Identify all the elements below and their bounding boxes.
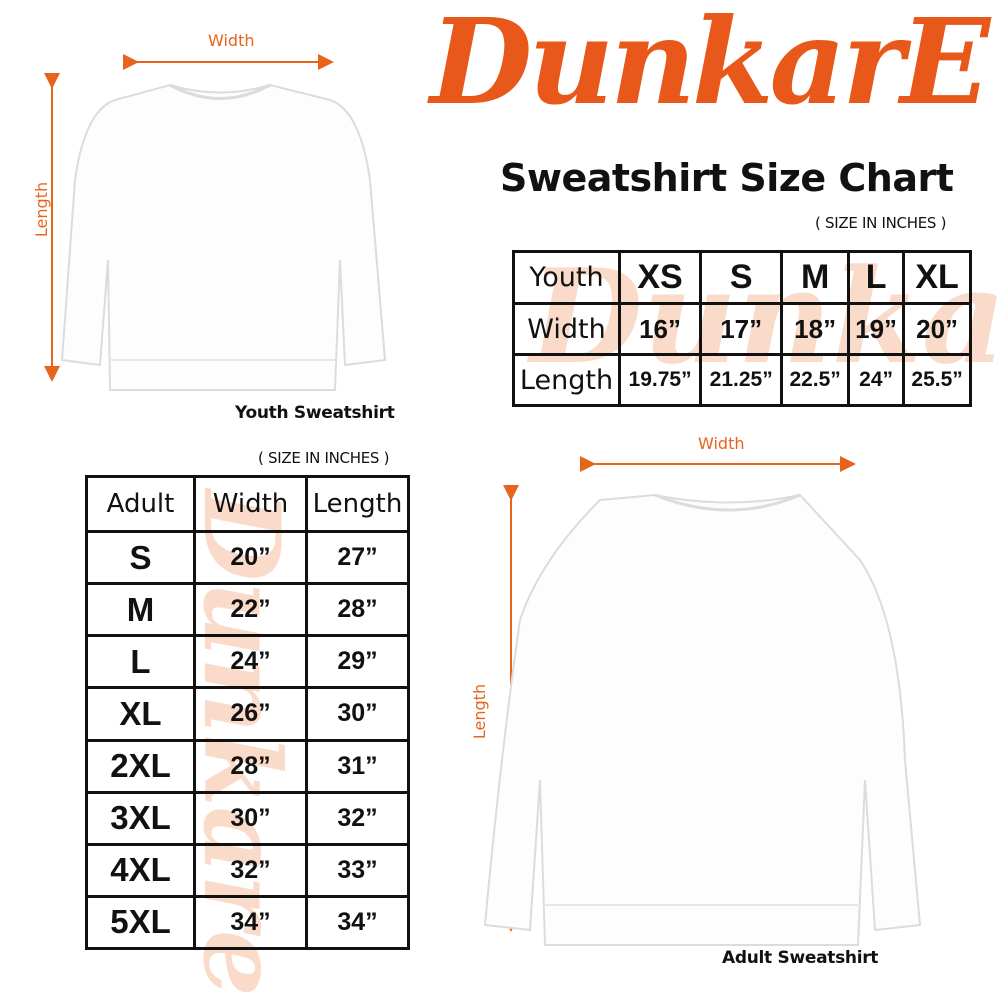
page-title: Sweatshirt Size Chart xyxy=(500,156,954,200)
adult-width-label: Width xyxy=(698,434,745,453)
adult-length-label: Length xyxy=(470,683,490,740)
size-header-cell: L xyxy=(847,250,906,305)
width-cell: 26” xyxy=(193,686,308,742)
width-cell: 24” xyxy=(193,634,308,690)
youth-header-cell: Youth xyxy=(512,250,621,305)
size-cell: XL xyxy=(85,686,196,742)
value-cell: 22.5” xyxy=(780,353,851,407)
value-cell: 16” xyxy=(617,302,703,356)
length-cell: 28” xyxy=(305,582,410,638)
adult-row: 2XL 28” 31” xyxy=(85,738,410,794)
length-cell: 31” xyxy=(305,738,410,794)
adult-row: M 22” 28” xyxy=(85,582,410,638)
youth-caption: Youth Sweatshirt xyxy=(235,403,395,423)
width-cell: 28” xyxy=(193,738,308,794)
youth-width-row: Width 16” 17” 18” 19” 20” xyxy=(512,302,972,356)
adult-row: 3XL 30” 32” xyxy=(85,790,410,846)
header-cell: Adult xyxy=(85,475,196,533)
youth-sweatshirt-image xyxy=(60,83,387,391)
length-cell: 29” xyxy=(305,634,410,690)
width-cell: 22” xyxy=(193,582,308,638)
header-cell: Length xyxy=(305,475,410,533)
width-cell: 34” xyxy=(193,894,308,951)
length-cell: 30” xyxy=(305,686,410,742)
youth-width-label: Width xyxy=(208,31,255,50)
value-cell: 18” xyxy=(780,302,851,356)
size-cell: S xyxy=(85,529,196,586)
adult-units-note: ( SIZE IN INCHES ) xyxy=(258,449,390,467)
length-cell: 32” xyxy=(305,790,410,846)
adult-row: XL 26” 30” xyxy=(85,686,410,742)
value-cell: 19.75” xyxy=(617,353,703,407)
youth-header-row: Youth XS S M L XL xyxy=(512,250,972,305)
adult-header-row: Adult Width Length xyxy=(85,475,410,533)
row-label: Width xyxy=(512,302,621,356)
youth-size-table: Youth XS S M L XL Width 16” 17” 18” 19” … xyxy=(512,250,972,407)
adult-row: 5XL 34” 34” xyxy=(85,894,410,951)
value-cell: 25.5” xyxy=(902,353,972,407)
youth-length-label: Length xyxy=(32,181,52,238)
size-cell: 3XL xyxy=(85,790,196,846)
youth-length-row: Length 19.75” 21.25” 22.5” 24” 25.5” xyxy=(512,353,972,407)
value-cell: 20” xyxy=(902,302,972,356)
size-cell: 5XL xyxy=(85,894,196,951)
size-header-cell: XL xyxy=(902,250,972,305)
size-header-cell: M xyxy=(780,250,851,305)
adult-sweatshirt-image xyxy=(483,493,922,946)
size-cell: L xyxy=(85,634,196,690)
size-cell: M xyxy=(85,582,196,638)
value-cell: 21.25” xyxy=(699,353,784,407)
row-label: Length xyxy=(512,353,621,407)
adult-row: S 20” 27” xyxy=(85,529,410,586)
size-cell: 4XL xyxy=(85,842,196,898)
width-cell: 30” xyxy=(193,790,308,846)
value-cell: 17” xyxy=(699,302,784,356)
size-header-cell: S xyxy=(699,250,784,305)
size-header-cell: XS xyxy=(617,250,703,305)
width-cell: 20” xyxy=(193,529,308,586)
brand-logo: DunkarE xyxy=(430,0,990,131)
adult-size-table: Adult Width Length S 20” 27” M 22” 28” L 24” 2… xyxy=(85,475,410,951)
adult-caption: Adult Sweatshirt xyxy=(722,948,879,968)
length-cell: 34” xyxy=(305,894,410,951)
length-cell: 27” xyxy=(305,529,410,586)
adult-row: L 24” 29” xyxy=(85,634,410,690)
youth-units-note: ( SIZE IN INCHES ) xyxy=(815,214,947,232)
length-cell: 33” xyxy=(305,842,410,898)
value-cell: 19” xyxy=(847,302,906,356)
header-cell: Width xyxy=(193,475,308,533)
adult-row: 4XL 32” 33” xyxy=(85,842,410,898)
value-cell: 24” xyxy=(847,353,906,407)
width-cell: 32” xyxy=(193,842,308,898)
size-cell: 2XL xyxy=(85,738,196,794)
